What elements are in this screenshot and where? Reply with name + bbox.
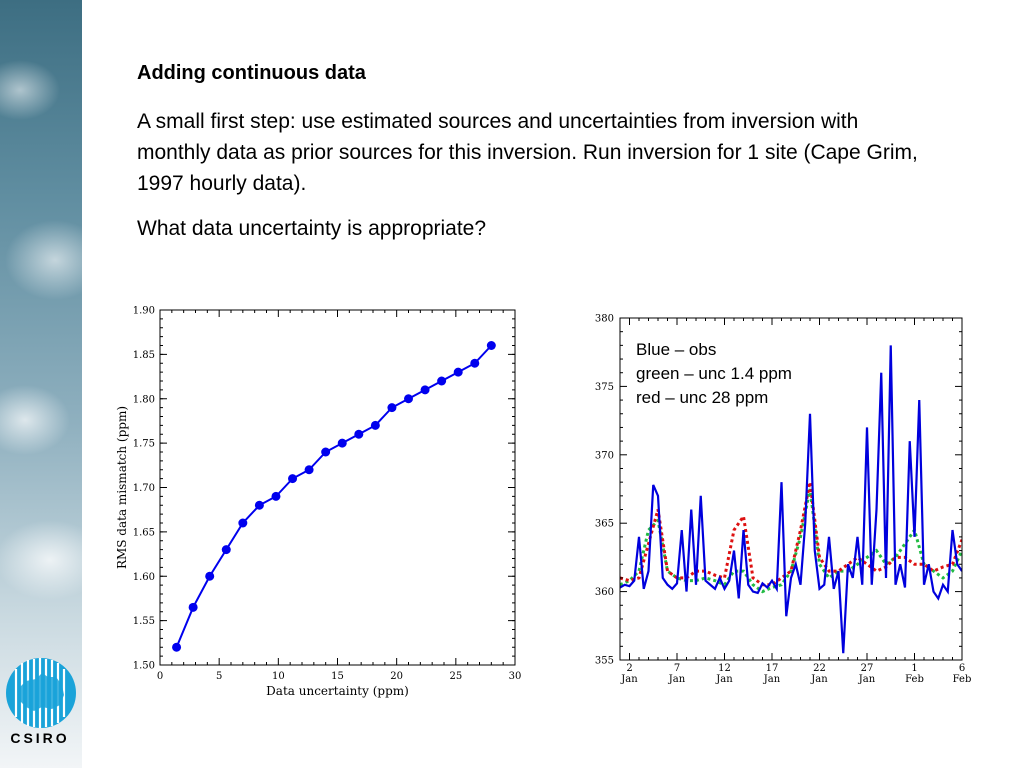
x-tick-label: 0	[157, 671, 163, 682]
x-tick-label-day: 6	[959, 663, 965, 674]
y-tick-label: 375	[595, 382, 614, 393]
obs-series-line	[620, 345, 962, 654]
x-tick-label-day: 12	[718, 663, 731, 674]
rms-mismatch-chart: 0 5 10 15 20 25 30 1.50 1.55 1.60 1.65 1.70 1.75 1.80…	[115, 306, 522, 699]
x-tick-label-day: 2	[626, 663, 632, 674]
data-point	[254, 500, 264, 510]
y-axis-title: RMS data mismatch (ppm)	[115, 406, 129, 569]
data-point	[437, 376, 447, 386]
data-point	[304, 465, 314, 475]
y-tick-label: 1.80	[133, 394, 155, 405]
data-point	[420, 385, 430, 395]
x-tick-label: 30	[509, 671, 522, 682]
data-point	[354, 429, 364, 439]
y-tick-label: 1.85	[133, 350, 155, 361]
y-tick-label: 380	[595, 314, 614, 325]
data-point	[486, 341, 496, 350]
unc-28-series-line	[620, 481, 962, 587]
data-point	[288, 474, 298, 484]
data-point	[404, 394, 413, 404]
x-tick-label-day: 17	[766, 663, 779, 674]
x-tick-label-day: 7	[674, 663, 680, 674]
x-tick-label: 20	[390, 671, 403, 682]
x-tick-label-month: Jan	[620, 674, 638, 685]
data-point	[271, 491, 281, 501]
csiro-logo-icon	[6, 658, 76, 728]
co2-timeseries-chart: 3553603653703753802Jan7Jan12Jan17Jan22Ja…	[595, 314, 972, 686]
x-tick-label-day: 27	[861, 663, 874, 674]
slide-paragraph-1: A small first step: use estimated source…	[137, 110, 918, 195]
data-point	[238, 518, 248, 528]
x-tick-label: 15	[331, 671, 344, 682]
x-tick-label-month: Jan	[763, 674, 781, 685]
x-tick-label-day: 22	[813, 663, 826, 674]
x-tick-label-month: Jan	[668, 674, 686, 685]
legend-entry-obs: Blue – obs	[636, 340, 717, 359]
sky-background-strip	[0, 0, 82, 768]
data-point	[221, 545, 231, 555]
data-point	[337, 438, 347, 448]
x-tick-label-month: Jan	[810, 674, 828, 685]
y-tick-label: 1.65	[133, 527, 155, 538]
unc-1-4-series-line	[620, 488, 962, 594]
data-point	[188, 602, 198, 612]
y-tick-label: 1.70	[133, 483, 155, 494]
x-tick-label-month: Feb	[905, 674, 924, 685]
data-point	[321, 447, 331, 457]
y-tick-label: 365	[595, 519, 614, 530]
data-point	[387, 403, 397, 413]
y-tick-label: 355	[595, 656, 614, 667]
x-tick-label-month: Jan	[858, 674, 876, 685]
logo-text: CSIRO	[10, 730, 70, 746]
x-tick-label-month: Feb	[953, 674, 972, 685]
timeseries-legend: Blue – obs green – unc 1.4 ppm red – unc…	[636, 338, 792, 410]
x-tick-label-day: 1	[911, 663, 917, 674]
legend-entry-red: red – unc 28 ppm	[636, 388, 769, 407]
slide-paragraph-2: What data uncertainty is appropriate?	[137, 217, 487, 240]
series-group	[620, 345, 962, 654]
data-point	[470, 358, 480, 368]
x-tick-label: 5	[216, 671, 222, 682]
y-tick-label: 1.50	[133, 661, 155, 672]
y-tick-label: 370	[595, 450, 614, 461]
y-tick-label: 1.60	[133, 572, 155, 583]
x-tick-label-month: Jan	[715, 674, 733, 685]
legend-entry-green: green – unc 1.4 ppm	[636, 364, 792, 383]
mismatch-line	[175, 344, 493, 648]
plot-frame	[159, 309, 516, 666]
y-tick-label: 1.75	[133, 439, 155, 450]
x-tick-label: 25	[449, 671, 462, 682]
data-point	[370, 420, 380, 430]
y-tick-label: 360	[595, 587, 614, 598]
data-point	[172, 642, 182, 652]
x-tick-label: 10	[272, 671, 285, 682]
y-tick-label: 1.90	[133, 306, 155, 317]
data-point	[205, 571, 215, 581]
y-tick-label: 1.55	[133, 616, 155, 627]
data-point	[453, 367, 463, 377]
slide-heading: Adding continuous data	[137, 62, 366, 84]
x-axis-title: Data uncertainty (ppm)	[266, 684, 409, 698]
